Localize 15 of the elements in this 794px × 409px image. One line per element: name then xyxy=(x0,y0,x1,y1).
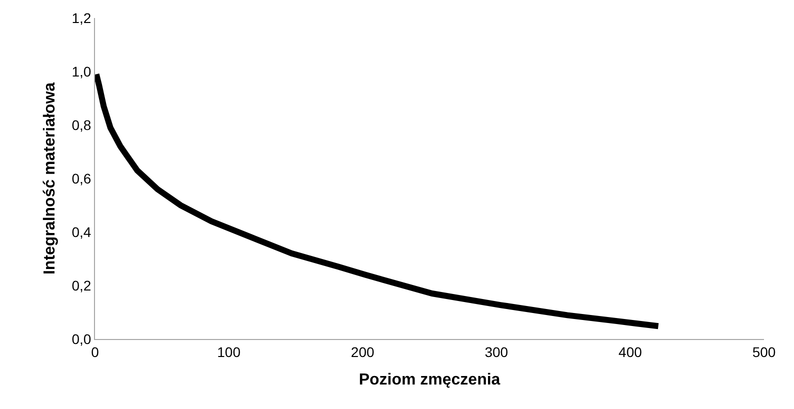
y-tick-label: 0,6 xyxy=(72,170,92,186)
x-tick-label: 300 xyxy=(484,344,508,360)
y-tick-label: 0,0 xyxy=(72,330,92,347)
x-axis-title: Poziom zmęczenia xyxy=(358,372,500,388)
x-tick-label: 0 xyxy=(91,344,100,360)
y-tick-label: 0,8 xyxy=(72,116,92,133)
x-tick-label: 100 xyxy=(217,344,241,360)
y-tick-label: 0,4 xyxy=(72,224,92,240)
y-axis-title: Integralność materiałowa xyxy=(42,82,59,275)
y-tick-label: 1,2 xyxy=(72,10,92,26)
x-tick-label: 200 xyxy=(350,344,374,360)
x-tick-label: 500 xyxy=(752,344,776,360)
x-tick-label: 400 xyxy=(618,344,642,360)
y-tick-label: 0,2 xyxy=(72,277,92,294)
y-tick-label: 1,0 xyxy=(72,63,92,80)
